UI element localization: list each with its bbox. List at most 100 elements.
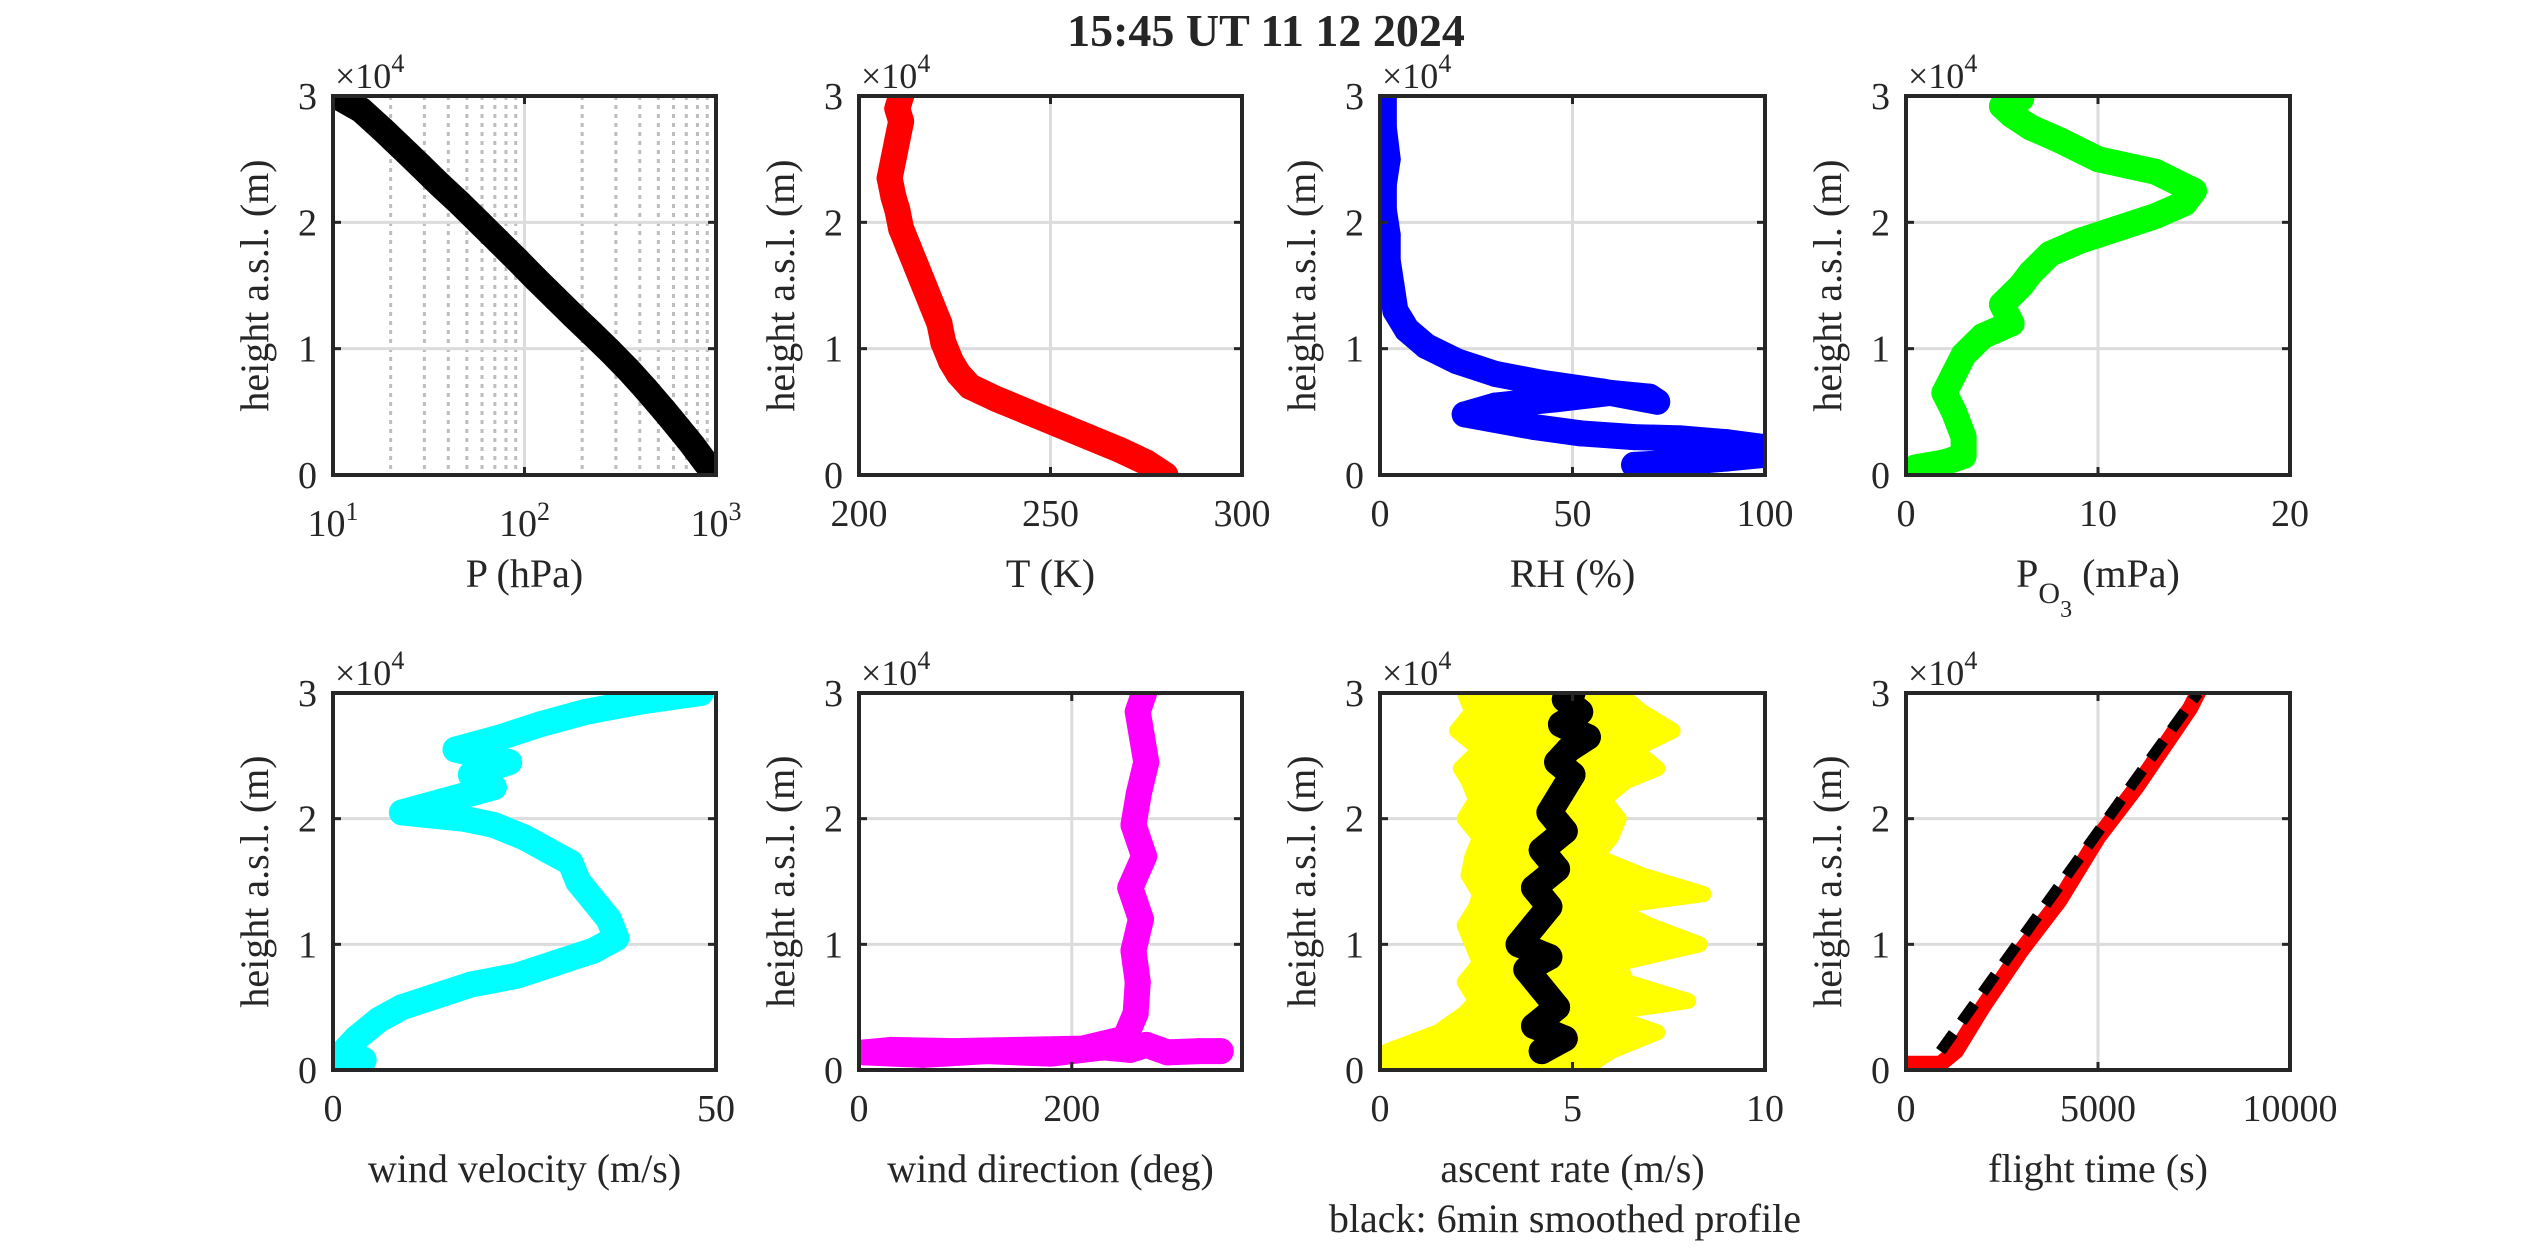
data-point	[1133, 749, 1160, 776]
data-point	[1906, 454, 1929, 475]
y-axis-label: height a.s.l. (m)	[232, 755, 277, 1007]
data-point	[1547, 780, 1574, 807]
x-axis-label: wind velocity (m/s)	[368, 1146, 681, 1191]
data-layer	[859, 693, 1234, 1068]
y-tick-label: 0	[298, 1050, 317, 1092]
data-point	[1380, 146, 1401, 173]
panel-5: 0 50 0 1 2 3 ×104 wind velocity (m/s) height a.s…	[232, 646, 735, 1191]
data-point	[2142, 203, 2169, 230]
x-tick-label: 50	[1554, 493, 1592, 535]
data-point	[426, 171, 453, 198]
data-point	[1207, 1038, 1234, 1065]
data-point	[1644, 388, 1671, 415]
data-point	[342, 1025, 369, 1052]
data-point	[1413, 333, 1440, 360]
data-point	[1128, 723, 1155, 750]
x-axis-label: P (hPa)	[466, 551, 583, 596]
y-axis-multiplier: ×104	[861, 646, 930, 693]
x-tick-label: 10	[1746, 1088, 1784, 1130]
data-point	[511, 824, 538, 851]
data-point	[909, 1041, 936, 1068]
data-point	[1005, 1036, 1032, 1063]
y-tick-label: 0	[824, 455, 843, 497]
data-point	[578, 320, 605, 347]
ticks	[1378, 94, 1767, 477]
y-tick-label: 3	[1345, 76, 1364, 118]
data-point	[1186, 1038, 1213, 1065]
data-point	[859, 1039, 878, 1066]
data-point	[941, 1038, 968, 1065]
y-tick-label: 2	[824, 202, 843, 244]
data-point	[1536, 799, 1563, 826]
y-axis-label: height a.s.l. (m)	[758, 159, 803, 411]
data-point	[534, 837, 561, 864]
data-point	[2065, 228, 2092, 255]
data-point	[1380, 171, 1397, 198]
x-tick-label: 101	[308, 497, 359, 545]
data-point	[542, 950, 569, 977]
data-point	[1521, 1013, 1547, 1040]
data-point	[1528, 1038, 1555, 1065]
y-tick-label: 1	[1345, 329, 1364, 371]
data-point	[1117, 874, 1144, 901]
y-tick-label: 2	[298, 799, 317, 841]
data-point	[1127, 906, 1154, 933]
ticks	[331, 691, 718, 1072]
data-point	[526, 711, 553, 738]
data-layer	[876, 96, 1179, 475]
data-point	[1106, 436, 1133, 463]
data-point	[1380, 196, 1397, 223]
data-point	[1989, 291, 2015, 318]
data-point	[450, 805, 477, 832]
x-tick-label: 10	[2079, 493, 2117, 535]
data-point	[347, 96, 374, 123]
x-axis-label: T (K)	[1006, 551, 1095, 596]
data-point	[457, 971, 484, 998]
data-point	[1131, 843, 1158, 870]
data-point	[2142, 158, 2169, 185]
data-point	[2181, 177, 2207, 204]
ticks	[857, 691, 1242, 1072]
y-tick-label: 2	[1345, 799, 1364, 841]
data-point	[1544, 994, 1571, 1021]
x-tick-label: 250	[1022, 493, 1079, 535]
x-tick-label: 10000	[2243, 1088, 2338, 1130]
data-point	[485, 228, 512, 255]
data-point	[1124, 969, 1151, 996]
y-tick-label: 0	[1871, 455, 1890, 497]
footnote: black: 6min smoothed profile	[1329, 1196, 1801, 1241]
y-axis-multiplier: ×104	[335, 49, 404, 96]
y-tick-label: 3	[1871, 673, 1890, 715]
y-axis-multiplier: ×104	[861, 49, 930, 96]
data-point	[368, 115, 395, 142]
data-point	[2017, 114, 2044, 141]
y-tick-label: 2	[824, 799, 843, 841]
data-point	[1380, 96, 1397, 109]
y-tick-label: 1	[824, 924, 843, 966]
y-tick-label: 1	[298, 329, 317, 371]
y-tick-label: 3	[298, 673, 317, 715]
data-point	[1551, 818, 1578, 845]
data-point	[560, 302, 587, 329]
x-tick-label: 0	[850, 1088, 869, 1130]
x-tick-label: 50	[697, 1088, 735, 1130]
ticks	[857, 94, 1244, 477]
data-point	[1122, 1000, 1149, 1027]
data-point	[1551, 1025, 1578, 1052]
y-tick-label: 2	[298, 202, 317, 244]
data-point	[333, 96, 346, 109]
x-tick-label: 0	[324, 1088, 343, 1130]
data-point	[1989, 96, 2015, 120]
data-point	[1154, 1039, 1181, 1066]
ticks	[1904, 691, 2292, 1072]
ticks	[331, 94, 718, 477]
data-point	[480, 811, 507, 838]
data-point	[595, 906, 622, 933]
x-tick-label: 0	[1371, 1088, 1390, 1130]
x-axis-label: RH (%)	[1510, 551, 1636, 596]
data-point	[1037, 1040, 1064, 1067]
data-point	[1667, 425, 1694, 452]
data-point	[1950, 443, 1977, 470]
data-point	[1536, 943, 1563, 970]
